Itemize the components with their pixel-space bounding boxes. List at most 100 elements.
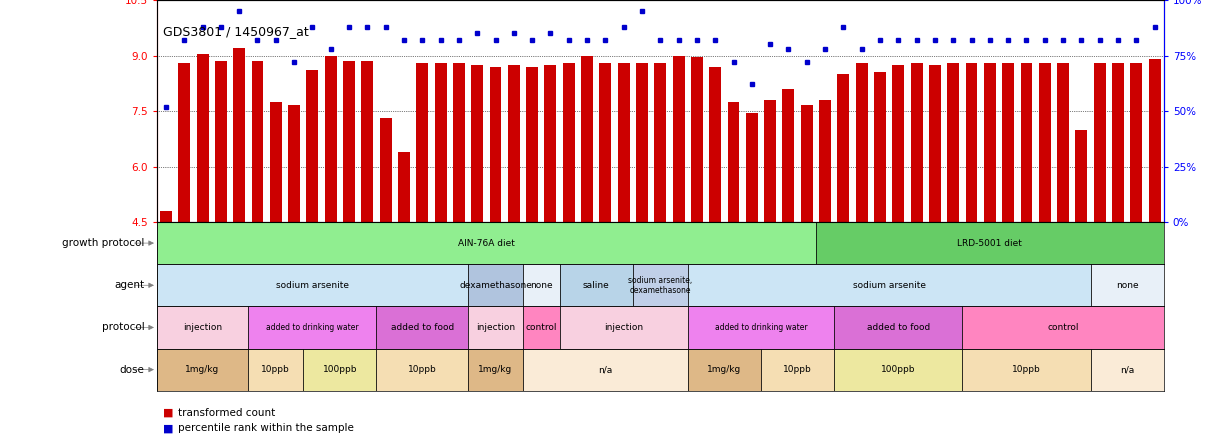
Bar: [157, 306, 248, 349]
Bar: [947, 63, 959, 222]
Text: saline: saline: [582, 281, 609, 290]
Bar: [157, 264, 468, 306]
Text: LRD-5001 diet: LRD-5001 diet: [958, 238, 1023, 248]
Bar: [874, 72, 886, 222]
Text: injection: injection: [183, 323, 222, 332]
Bar: [655, 63, 666, 222]
Bar: [783, 89, 795, 222]
Bar: [687, 349, 761, 391]
Text: injection: injection: [604, 323, 643, 332]
Text: control: control: [1047, 323, 1079, 332]
Bar: [966, 63, 978, 222]
Bar: [1038, 63, 1050, 222]
Bar: [892, 65, 904, 222]
Bar: [765, 100, 777, 222]
Bar: [1076, 130, 1088, 222]
Bar: [343, 61, 355, 222]
Bar: [709, 67, 721, 222]
Text: n/a: n/a: [1120, 365, 1135, 374]
Text: dexamethasone: dexamethasone: [459, 281, 532, 290]
Text: sodium arsenite,
dexamethasone: sodium arsenite, dexamethasone: [628, 276, 692, 295]
Bar: [197, 54, 209, 222]
Bar: [687, 264, 1090, 306]
Bar: [508, 65, 520, 222]
Bar: [453, 63, 464, 222]
Text: 100ppb: 100ppb: [882, 365, 915, 374]
Bar: [691, 57, 703, 222]
Bar: [362, 61, 374, 222]
Text: ■: ■: [163, 424, 174, 433]
Bar: [1090, 349, 1164, 391]
Bar: [984, 63, 996, 222]
Text: 1mg/kg: 1mg/kg: [479, 365, 513, 374]
Text: 10ppb: 10ppb: [783, 365, 812, 374]
Bar: [673, 56, 685, 222]
Text: control: control: [526, 323, 557, 332]
Text: n/a: n/a: [598, 365, 613, 374]
Bar: [398, 152, 410, 222]
Text: added to food: added to food: [391, 323, 453, 332]
Bar: [468, 349, 523, 391]
Text: sodium arsenite: sodium arsenite: [276, 281, 349, 290]
Bar: [962, 349, 1090, 391]
Bar: [416, 63, 428, 222]
Bar: [929, 65, 941, 222]
Text: 1mg/kg: 1mg/kg: [707, 365, 742, 374]
Bar: [636, 63, 648, 222]
Bar: [560, 264, 633, 306]
Bar: [816, 222, 1164, 264]
Bar: [1020, 63, 1032, 222]
Text: none: none: [529, 281, 552, 290]
Bar: [581, 56, 593, 222]
Text: added to food: added to food: [867, 323, 930, 332]
Bar: [468, 264, 523, 306]
Bar: [599, 63, 611, 222]
Bar: [835, 306, 962, 349]
Text: injection: injection: [476, 323, 515, 332]
Text: 1mg/kg: 1mg/kg: [186, 365, 219, 374]
Bar: [523, 264, 560, 306]
Bar: [157, 222, 816, 264]
Bar: [523, 349, 687, 391]
Bar: [1058, 63, 1069, 222]
Text: 10ppb: 10ppb: [262, 365, 291, 374]
Bar: [633, 264, 687, 306]
Bar: [523, 306, 560, 349]
Bar: [835, 349, 962, 391]
Bar: [376, 349, 468, 391]
Bar: [233, 48, 245, 222]
Bar: [560, 306, 687, 349]
Text: none: none: [1116, 281, 1138, 290]
Bar: [1130, 63, 1142, 222]
Bar: [303, 349, 376, 391]
Bar: [252, 61, 263, 222]
Bar: [837, 74, 849, 222]
Bar: [306, 70, 318, 222]
Text: added to drinking water: added to drinking water: [715, 323, 807, 332]
Bar: [617, 63, 630, 222]
Bar: [248, 349, 303, 391]
Bar: [856, 63, 867, 222]
Text: sodium arsenite: sodium arsenite: [853, 281, 926, 290]
Text: added to drinking water: added to drinking water: [267, 323, 358, 332]
Bar: [745, 113, 757, 222]
Bar: [801, 106, 813, 222]
Text: GDS3801 / 1450967_at: GDS3801 / 1450967_at: [163, 25, 309, 38]
Bar: [178, 63, 191, 222]
Bar: [687, 306, 835, 349]
Bar: [160, 211, 172, 222]
Bar: [1094, 63, 1106, 222]
Text: dose: dose: [119, 365, 145, 375]
Bar: [819, 100, 831, 222]
Bar: [962, 306, 1164, 349]
Bar: [472, 65, 484, 222]
Text: transformed count: transformed count: [178, 408, 276, 418]
Bar: [727, 102, 739, 222]
Bar: [288, 106, 300, 222]
Bar: [324, 56, 336, 222]
Bar: [1002, 63, 1014, 222]
Bar: [380, 119, 392, 222]
Bar: [157, 349, 248, 391]
Bar: [761, 349, 835, 391]
Bar: [526, 67, 538, 222]
